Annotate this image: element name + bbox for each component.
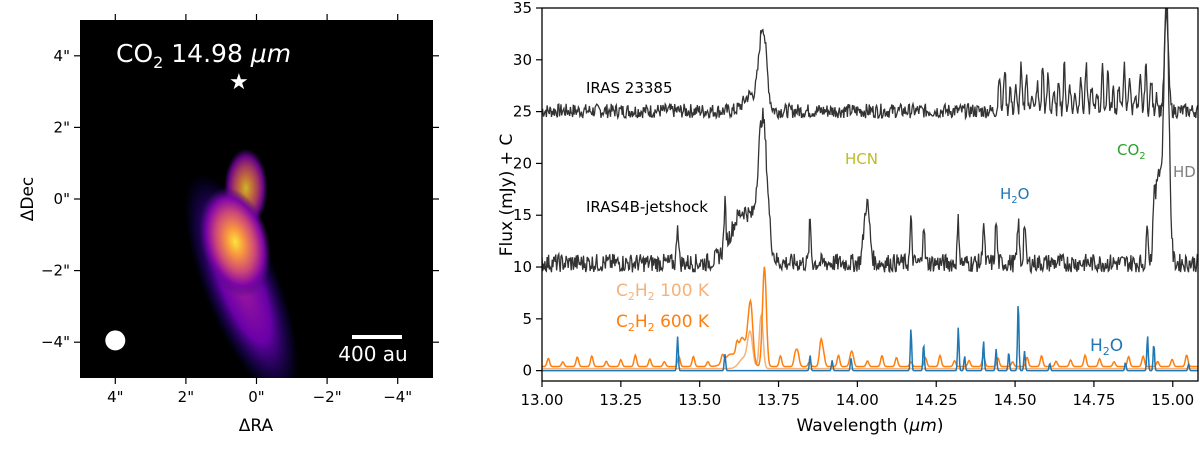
spectrum-axes: 13.00 13.25 13.50 13.75 14.00 14.25 14.50 14.75…: [513, 0, 1194, 409]
spectrum-panel: 13.00 13.25 13.50 13.75 14.00 14.25 14.50 14.75…: [497, 0, 1199, 436]
map-xlabel: ΔRA: [239, 416, 274, 436]
label-h2o-lower: H2O: [1090, 336, 1123, 358]
spectrum-xtick-label: 14.00: [836, 391, 879, 409]
series-h2o: [542, 306, 1198, 372]
spectrum-ytick-label: 20: [513, 154, 532, 172]
spectrum-ytick-label: 0: [522, 362, 532, 380]
map-xtick-label: 4": [107, 388, 123, 406]
map-ytick-label: 2": [54, 118, 70, 136]
spectrum-xtick-label: 15.00: [1151, 391, 1194, 409]
spectrum-ytick-label: 35: [513, 0, 532, 17]
label-hcn: HCN: [845, 150, 878, 168]
co2-emission-map: [184, 148, 299, 378]
spectrum-ylabel: Flux (mJy) + C: [497, 134, 517, 257]
spectrum-frame: [541, 7, 1199, 382]
spectrum-series: [542, 8, 1198, 372]
spectrum-xtick-label: 13.50: [678, 391, 721, 409]
spectrum-ytick-label: 30: [513, 51, 532, 69]
label-co2: CO2: [1117, 141, 1146, 162]
map-ytick-label: 0": [54, 190, 70, 208]
label-iras23385: IRAS 23385: [586, 79, 673, 97]
beam-marker: [105, 330, 126, 351]
map-xtick-label: 2": [178, 388, 194, 406]
map-axes: 4" 2" 0" −2" −4" 4" 2" 0" −2" −4": [41, 14, 439, 406]
co2-map-panel: 4" 2" 0" −2" −4"4"2"0"−2"−4" CO2 14.98 μm ★ …: [18, 14, 439, 436]
spectrum-ytick-label: 10: [513, 258, 532, 276]
label-c2h2-100k: C2H2 100 K: [616, 281, 710, 303]
spectrum-xtick-label: 14.75: [1072, 391, 1115, 409]
scale-bar-label: 400 au: [338, 342, 407, 366]
map-ylabel: ΔDec: [18, 177, 38, 222]
map-ytick-label: 4": [54, 47, 70, 65]
map-ytick-label: −4": [41, 333, 70, 351]
spectrum-xtick-label: 14.25: [915, 391, 958, 409]
map-xtick-label: 0": [248, 388, 264, 406]
spectrum-xlabel: Wavelength (μm): [797, 416, 944, 436]
map-xtick-label: −4": [383, 388, 412, 406]
label-c2h2-600k: C2H2 600 K: [616, 312, 710, 334]
spectrum-ytick-label: 5: [522, 310, 532, 328]
spectrum-ytick-label: 25: [513, 103, 532, 121]
series-c2h2-100-k: [542, 312, 1198, 370]
series-c2h2-600-k: [542, 266, 1198, 368]
spectrum-xtick-label: 13.00: [521, 391, 564, 409]
map-ytick-label: −2": [41, 262, 70, 280]
series-iras-23385: [542, 8, 1198, 121]
label-hd: HD: [1173, 163, 1196, 181]
spectrum-ytick-label: 15: [513, 206, 532, 224]
spectrum-xtick-label: 13.25: [599, 391, 642, 409]
star-marker: ★: [229, 70, 249, 95]
emission-core: [199, 187, 272, 297]
label-h2o-upper: H2O: [1000, 185, 1029, 206]
co2-emission-blob: [184, 148, 299, 378]
map-xtick-label: −2": [313, 388, 342, 406]
spectrum-xtick-label: 14.50: [994, 391, 1037, 409]
series-iras4b-jetshock: [542, 8, 1198, 275]
label-iras4b: IRAS4B-jetshock: [586, 198, 708, 216]
map-title: CO2 14.98 μm: [116, 39, 291, 72]
spectrum-xtick-label: 13.75: [757, 391, 800, 409]
